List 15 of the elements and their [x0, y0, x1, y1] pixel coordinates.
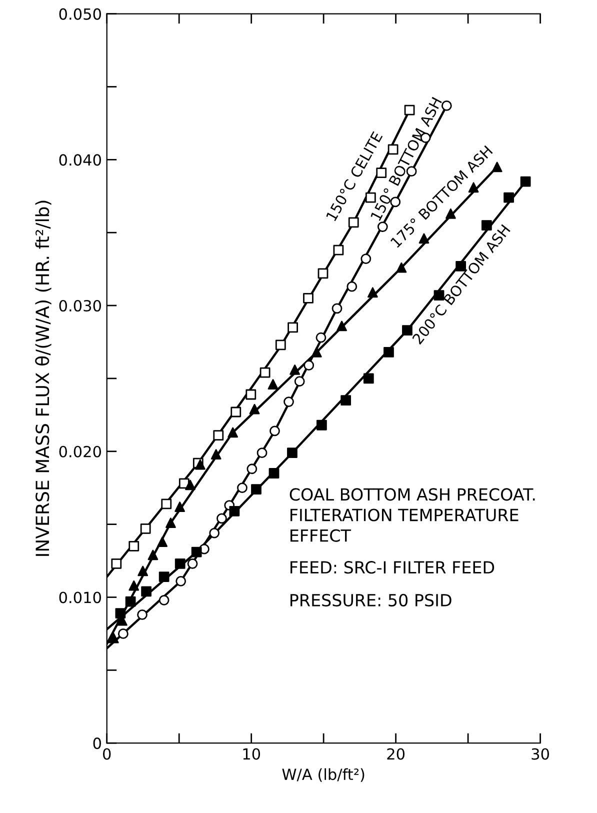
y-tick-label: 0	[93, 738, 101, 750]
y-tick-label: 0.050	[59, 8, 101, 20]
y-axis-title: INVERSE MASS FLUX θ/(W/A) (HR. ft²/lb)	[35, 200, 52, 556]
y-tick-label: 0.040	[59, 154, 101, 166]
y-tick-label: 0.020	[59, 446, 101, 458]
x-tick-label: 0	[103, 748, 111, 760]
x-tick-label: 30	[532, 748, 549, 760]
x-tick-label: 20	[387, 748, 405, 760]
x-axis-title: W/A (lb/ft²)	[282, 768, 364, 782]
annotation: FEED: SRC-I FILTER FEED	[290, 561, 494, 574]
y-tick-label: 0.010	[59, 592, 101, 604]
y-tick-label: 0.030	[59, 300, 101, 312]
annotation: COAL BOTTOM ASH PRECOAT. FILTERATION TEMPERATURE EFFECT	[290, 488, 535, 542]
x-tick-label: 10	[243, 748, 260, 760]
annotation: PRESSURE: 50 PSID	[290, 594, 452, 606]
